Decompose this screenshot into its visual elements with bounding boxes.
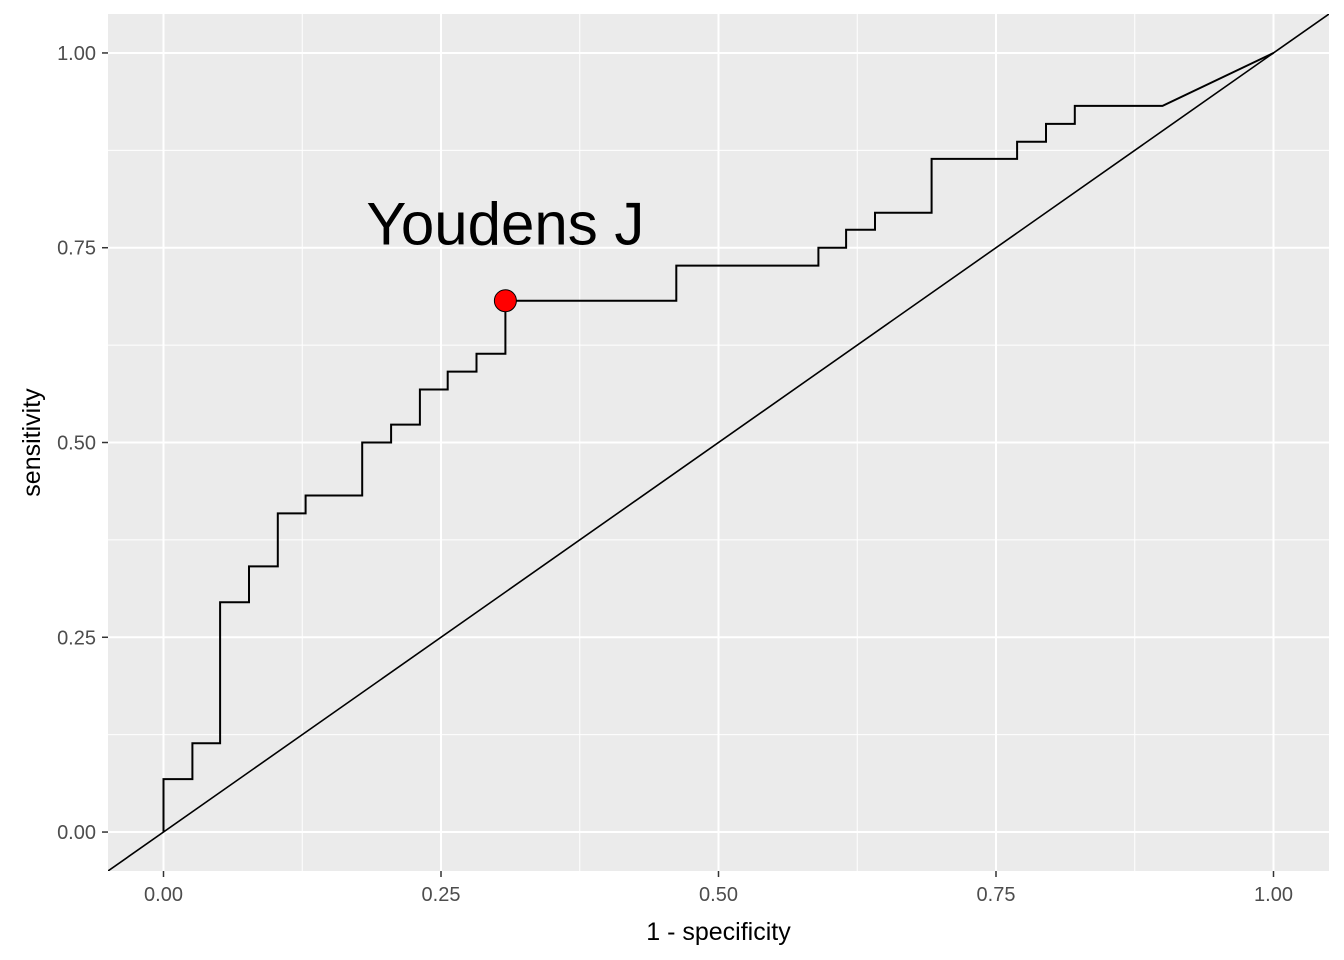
youden-annotation-label: Youdens J <box>366 190 644 257</box>
y-tick-label: 1.00 <box>57 43 96 65</box>
y-tick-label: 0.75 <box>57 238 96 260</box>
x-axis: 0.00 0.25 0.50 0.75 1.00 <box>144 871 1293 906</box>
diagonal-reference-line <box>108 14 1329 871</box>
x-tick-label: 0.50 <box>699 884 738 906</box>
y-axis: 0.00 0.25 0.50 0.75 1.00 <box>57 43 108 844</box>
y-tick-label: 0.00 <box>57 822 96 844</box>
y-tick-label: 0.25 <box>57 627 96 649</box>
x-tick-label: 1.00 <box>1254 884 1293 906</box>
y-axis-title: sensitivity <box>18 388 46 497</box>
x-tick-label: 0.75 <box>977 884 1016 906</box>
x-tick-label: 0.25 <box>422 884 461 906</box>
x-axis-title: 1 - specificity <box>646 918 791 946</box>
roc-curve-line <box>162 52 1274 832</box>
youden-point-marker <box>493 289 517 313</box>
y-tick-label: 0.50 <box>57 433 96 455</box>
x-tick-label: 0.00 <box>144 884 183 906</box>
data-layer: Youdens J <box>108 14 1329 871</box>
